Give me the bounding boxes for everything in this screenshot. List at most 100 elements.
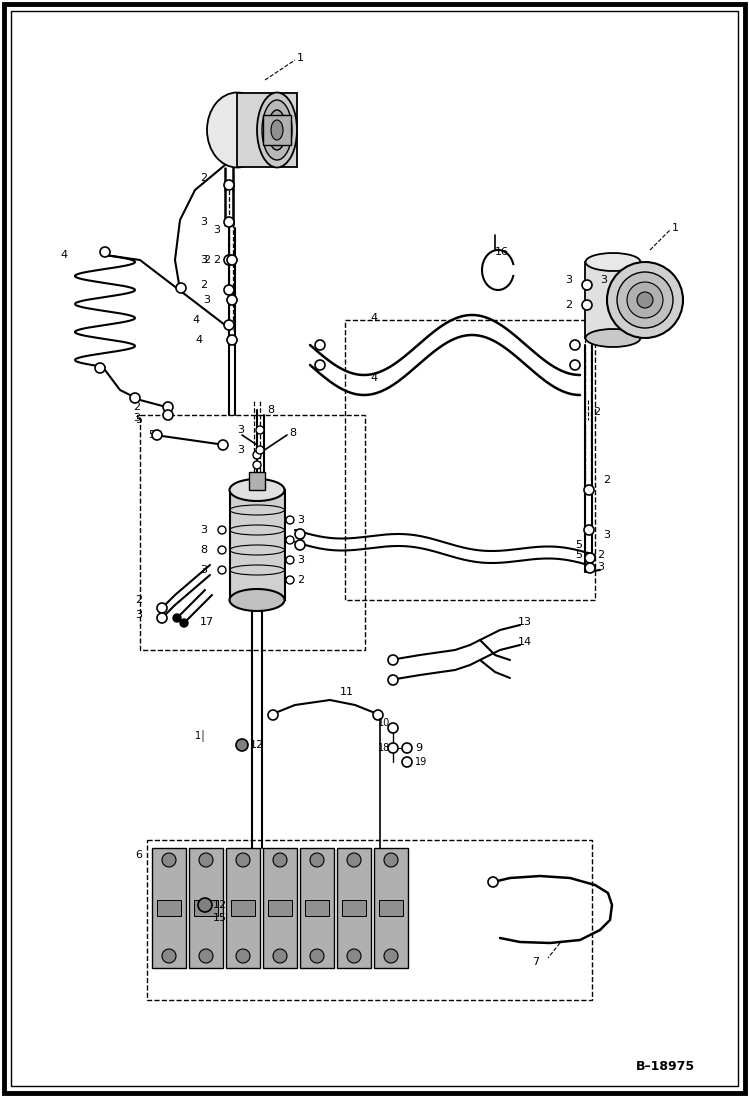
Text: 3: 3: [297, 514, 304, 525]
Circle shape: [582, 280, 592, 290]
Circle shape: [315, 340, 325, 350]
Circle shape: [384, 949, 398, 963]
Bar: [374, 848, 408, 968]
Text: 8: 8: [267, 405, 274, 415]
Circle shape: [402, 743, 412, 753]
Circle shape: [637, 292, 653, 308]
Text: 2: 2: [603, 475, 610, 485]
Text: 8: 8: [200, 545, 207, 555]
Text: 18: 18: [378, 743, 390, 753]
Circle shape: [286, 516, 294, 524]
Text: 1│: 1│: [195, 730, 207, 740]
Circle shape: [273, 853, 287, 867]
Text: 4: 4: [370, 313, 377, 323]
Text: 6: 6: [135, 850, 142, 860]
Text: 5: 5: [575, 540, 582, 550]
Text: 3: 3: [237, 425, 244, 436]
Circle shape: [224, 285, 234, 295]
Circle shape: [180, 619, 188, 627]
Text: 5: 5: [148, 430, 155, 440]
Ellipse shape: [229, 479, 285, 501]
Circle shape: [402, 757, 412, 767]
Circle shape: [584, 525, 594, 535]
Text: 3: 3: [597, 562, 604, 572]
Bar: [152, 848, 186, 968]
Circle shape: [347, 949, 361, 963]
Circle shape: [256, 446, 264, 454]
Text: 4: 4: [60, 250, 67, 260]
Ellipse shape: [229, 589, 285, 611]
Bar: [305, 900, 329, 916]
Bar: [268, 900, 292, 916]
Text: 16: 16: [495, 247, 509, 257]
Text: 2: 2: [203, 255, 210, 265]
Circle shape: [218, 546, 226, 554]
Circle shape: [253, 461, 261, 470]
Circle shape: [236, 853, 250, 867]
Ellipse shape: [268, 110, 286, 150]
Circle shape: [152, 430, 162, 440]
Bar: [157, 900, 181, 916]
Circle shape: [286, 556, 294, 564]
Text: 7: 7: [532, 957, 539, 966]
Bar: [263, 115, 291, 145]
Circle shape: [570, 360, 580, 370]
Circle shape: [627, 282, 663, 318]
Text: 1: 1: [672, 223, 679, 233]
Text: 10: 10: [378, 719, 390, 728]
Circle shape: [162, 949, 176, 963]
Bar: [226, 848, 260, 968]
Ellipse shape: [586, 253, 640, 271]
Circle shape: [227, 335, 237, 344]
Circle shape: [384, 853, 398, 867]
Circle shape: [199, 949, 213, 963]
Circle shape: [163, 402, 173, 412]
Circle shape: [224, 320, 234, 330]
Circle shape: [315, 360, 325, 370]
Circle shape: [173, 614, 181, 622]
Text: 2: 2: [133, 402, 140, 412]
Bar: [189, 848, 223, 968]
Circle shape: [199, 853, 213, 867]
Circle shape: [218, 525, 226, 534]
Text: 19: 19: [415, 757, 427, 767]
Text: 12: 12: [213, 900, 227, 911]
Circle shape: [347, 853, 361, 867]
Text: 3: 3: [200, 525, 207, 535]
Text: 5: 5: [575, 550, 582, 559]
Circle shape: [224, 180, 234, 190]
Text: 12: 12: [250, 740, 264, 750]
Bar: [263, 848, 297, 968]
Circle shape: [268, 710, 278, 720]
Bar: [379, 900, 403, 916]
Circle shape: [218, 440, 228, 450]
Circle shape: [273, 949, 287, 963]
Text: 2: 2: [597, 550, 604, 559]
Circle shape: [224, 255, 234, 265]
Ellipse shape: [262, 100, 292, 160]
Text: 3: 3: [297, 555, 304, 565]
Text: 13: 13: [518, 617, 532, 627]
Bar: [337, 848, 371, 968]
Text: 4: 4: [196, 335, 203, 344]
Text: 3: 3: [203, 295, 210, 305]
Text: 3: 3: [200, 255, 207, 265]
Text: 2: 2: [565, 299, 572, 310]
Ellipse shape: [586, 329, 640, 347]
Text: 2: 2: [135, 595, 142, 606]
Circle shape: [163, 410, 173, 420]
Text: 4: 4: [370, 373, 377, 383]
Text: 2: 2: [297, 575, 304, 585]
Text: 11: 11: [340, 687, 354, 697]
Circle shape: [157, 603, 167, 613]
Circle shape: [607, 262, 683, 338]
Bar: [194, 900, 218, 916]
Text: 3: 3: [603, 530, 610, 540]
Bar: [342, 900, 366, 916]
Ellipse shape: [207, 92, 267, 168]
Text: 3: 3: [133, 412, 140, 423]
Text: 2: 2: [213, 255, 220, 265]
Circle shape: [256, 426, 264, 434]
Circle shape: [176, 283, 186, 293]
Text: 8: 8: [289, 428, 296, 438]
